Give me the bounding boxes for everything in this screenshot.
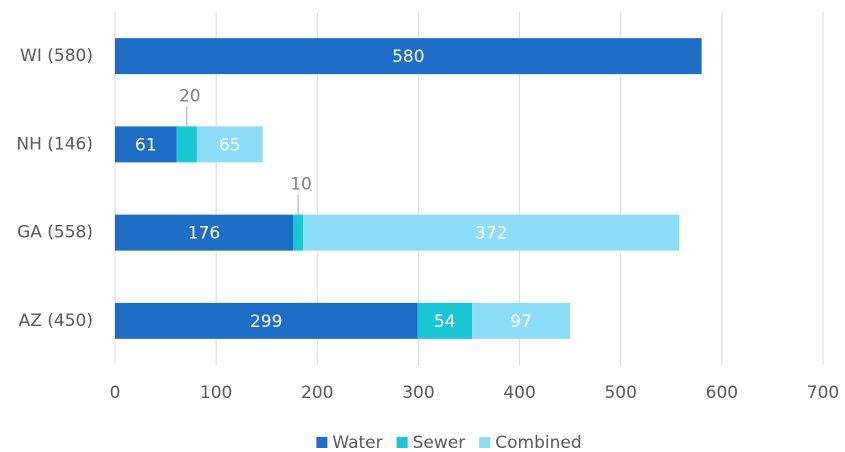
x-tick-label: 100 (200, 383, 232, 403)
data-label: 176 (188, 224, 220, 244)
bar-segment (115, 302, 418, 339)
x-tick-label: 700 (807, 383, 839, 403)
data-label: 372 (475, 224, 507, 244)
data-label: 61 (135, 135, 157, 155)
x-tick-label: 500 (604, 383, 636, 403)
x-tick-label: 400 (503, 383, 535, 403)
bar-segment (472, 302, 571, 339)
y-tick-label: NH (146) (16, 134, 93, 154)
x-tick-label: 200 (301, 383, 333, 403)
bar-segment (115, 214, 294, 251)
legend-label: Combined (495, 433, 581, 452)
bar-segment (303, 214, 680, 251)
data-label: 65 (219, 135, 241, 155)
data-label: 580 (392, 47, 424, 67)
data-label: 299 (250, 312, 282, 332)
legend-label: Water (332, 433, 382, 452)
x-tick-label: 300 (402, 383, 434, 403)
bar-segment (196, 126, 263, 163)
y-tick-label: GA (558) (17, 223, 93, 243)
bar-segment (176, 126, 197, 163)
x-tick-label: 600 (706, 383, 738, 403)
y-tick-label: AZ (450) (19, 311, 93, 331)
data-label: 54 (434, 312, 456, 332)
data-label: 97 (510, 312, 532, 332)
legend-swatch (396, 437, 408, 448)
bar-segment (417, 302, 473, 339)
legend-swatch (479, 437, 491, 448)
bar-segment (115, 126, 177, 163)
x-tick-label: 0 (110, 383, 121, 403)
legend-swatch (316, 437, 328, 448)
data-label: 10 (290, 175, 312, 195)
legend-label: Sewer (413, 433, 466, 452)
bar-segment (293, 214, 304, 251)
y-tick-label: WI (580) (20, 46, 93, 66)
bar-segment (115, 38, 702, 75)
data-label: 20 (179, 86, 201, 106)
